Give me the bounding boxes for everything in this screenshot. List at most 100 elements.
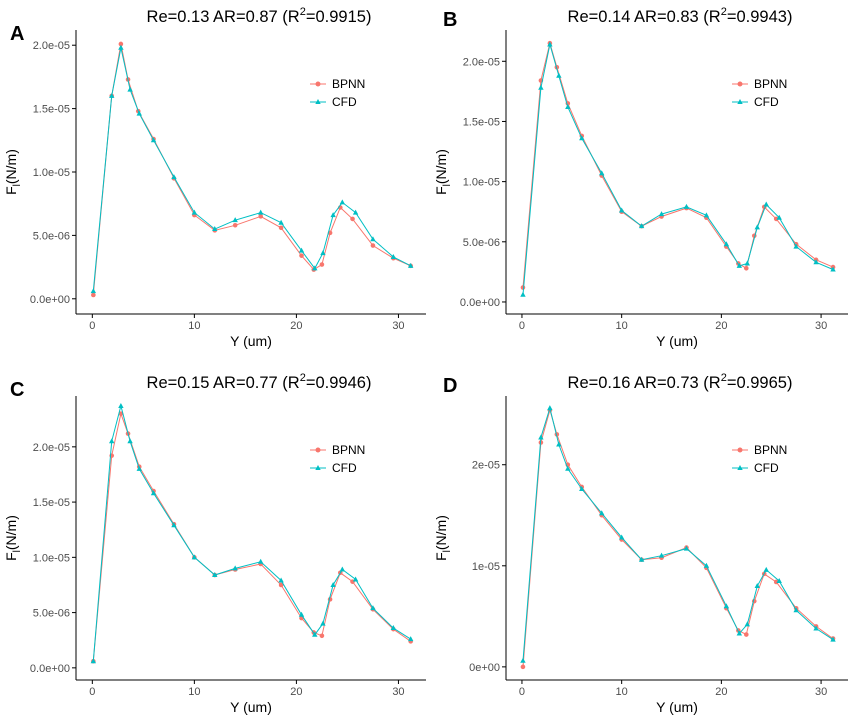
- legend: BPNN CFD: [310, 443, 365, 475]
- panel-d: D Re=0.16 AR=0.73 (R2=0.9965) 0 10 20 30 0e+00…: [433, 372, 848, 715]
- legend: BPNN CFD: [732, 443, 787, 475]
- y-axis-title: Fl(N/m): [3, 515, 23, 561]
- y-title-main: F: [3, 552, 19, 561]
- legend-key-marker: [315, 81, 321, 87]
- y-title-tail: (N/m): [3, 149, 19, 184]
- data-point-cfd: [736, 262, 743, 268]
- x-tick-label: 20: [290, 686, 302, 698]
- x-tick-label: 0: [519, 686, 525, 698]
- data-point-cfd: [118, 44, 124, 50]
- data-point-cfd: [830, 266, 836, 272]
- y-axis-title: Fl(N/m): [433, 515, 453, 561]
- data-point-bpnn: [118, 41, 124, 47]
- panel-title: Re=0.16 AR=0.73 (R2=0.9965): [568, 372, 793, 392]
- data-point-cfd: [191, 209, 198, 215]
- y-tick-label: 1.0e-05: [463, 177, 500, 189]
- title-main: Re=0.14 AR=0.83 (R: [568, 8, 721, 26]
- panel-b: B Re=0.14 AR=0.83 (R2=0.9943) 0 10 20 30 0.0e+…: [433, 6, 848, 349]
- y-tick-label: 5.0e-06: [33, 608, 70, 620]
- data-point-cfd: [547, 405, 553, 411]
- title-superscript: 2: [721, 372, 727, 384]
- legend-label-cfd: CFD: [332, 461, 357, 475]
- data-point-cfd: [520, 291, 526, 297]
- legend-key-marker: [315, 465, 321, 470]
- data-point-cfd: [776, 577, 782, 583]
- x-tick-label: 30: [815, 686, 827, 698]
- panel-title: Re=0.14 AR=0.83 (R2=0.9943): [568, 6, 793, 26]
- panel-letter: A: [10, 23, 24, 45]
- data-point-bpnn: [299, 253, 304, 258]
- data-point-cfd: [127, 438, 133, 444]
- x-tick-label: 30: [392, 320, 404, 332]
- legend: BPNN CFD: [310, 77, 365, 109]
- data-point-cfd: [683, 203, 690, 209]
- data-point-cfd: [90, 658, 97, 664]
- data-point-cfd: [520, 657, 526, 663]
- data-point-cfd: [136, 465, 142, 471]
- legend: BPNN CFD: [732, 77, 787, 109]
- data-point-cfd: [723, 603, 730, 609]
- data-point-cfd: [754, 224, 760, 230]
- legend-key-marker: [315, 99, 321, 104]
- legend-label-bpnn: BPNN: [332, 443, 365, 457]
- data-point-cfd: [830, 636, 836, 642]
- data-point-cfd: [370, 236, 376, 242]
- x-tick-label: 10: [616, 686, 628, 698]
- data-point-cfd: [407, 636, 414, 642]
- data-point-cfd: [171, 522, 177, 528]
- data-point-cfd: [278, 577, 284, 583]
- x-tick-label: 0: [519, 320, 525, 332]
- title-tail: =0.9965): [727, 374, 793, 392]
- data-point-cfd: [579, 135, 585, 141]
- y-tick-label: 1.5e-05: [33, 104, 70, 116]
- data-point-cfd: [723, 241, 730, 247]
- data-point-cfd: [703, 562, 710, 568]
- data-point-bpnn: [743, 265, 749, 271]
- data-point-cfd: [298, 611, 305, 617]
- x-axis-title: Y (um): [230, 699, 272, 715]
- data-point-cfd: [109, 92, 115, 98]
- data-point-cfd: [565, 104, 571, 110]
- data-point-bpnn: [258, 214, 263, 219]
- data-point-bpnn: [319, 262, 325, 267]
- y-axis-title: Fl(N/m): [3, 149, 23, 195]
- x-tick-label: 10: [188, 686, 200, 698]
- y-title-subscript: l: [442, 184, 453, 186]
- data-point-cfd: [793, 243, 799, 249]
- data-point-cfd: [565, 465, 571, 471]
- data-point-cfd: [638, 556, 645, 562]
- data-point-cfd: [257, 209, 264, 215]
- title-main: Re=0.16 AR=0.73 (R: [568, 374, 721, 392]
- data-point-cfd: [330, 212, 336, 218]
- x-tick-label: 20: [290, 320, 302, 332]
- y-tick-label: 1.0e-05: [33, 167, 70, 179]
- data-point-cfd: [599, 510, 605, 516]
- y-title-subscript: l: [12, 550, 23, 552]
- data-point-cfd: [390, 625, 397, 631]
- legend-key-marker: [737, 447, 743, 453]
- data-point-cfd: [136, 110, 142, 116]
- data-point-cfd: [278, 219, 284, 225]
- data-point-cfd: [339, 566, 346, 572]
- data-point-cfd: [312, 631, 318, 637]
- legend-label-bpnn: BPNN: [332, 77, 365, 91]
- y-title-main: F: [433, 186, 449, 195]
- data-point-cfd: [320, 250, 326, 256]
- data-point-cfd: [90, 288, 97, 294]
- y-tick-label: 2.0e-05: [33, 40, 70, 52]
- data-point-bpnn: [370, 243, 376, 248]
- x-tick-label: 10: [616, 320, 628, 332]
- data-point-bpnn: [743, 632, 749, 637]
- data-point-bpnn: [520, 285, 526, 290]
- y-title-subscript: l: [442, 550, 453, 552]
- y-tick-label: 2.0e-05: [33, 442, 70, 454]
- data-point-cfd: [556, 441, 562, 447]
- data-point-cfd: [191, 554, 198, 560]
- legend-label-cfd: CFD: [754, 95, 779, 109]
- y-tick-label: 1.5e-05: [463, 116, 500, 128]
- panel-letter: C: [10, 379, 24, 401]
- y-axis-title: Fl(N/m): [433, 149, 453, 195]
- data-point-cfd: [754, 583, 760, 589]
- data-point-cfd: [118, 402, 124, 408]
- y-title-tail: (N/m): [3, 515, 19, 550]
